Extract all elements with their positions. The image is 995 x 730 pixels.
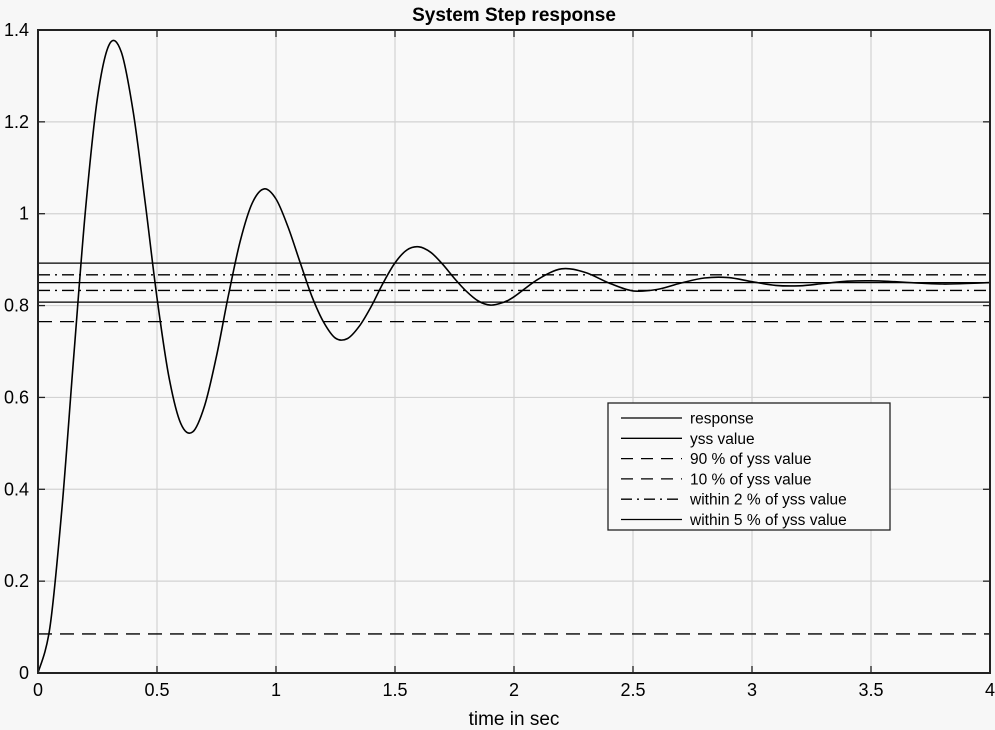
x-tick-label: 3.5 xyxy=(858,680,883,700)
x-axis-label: time in sec xyxy=(469,709,560,730)
legend-label: within 2 % of yss value xyxy=(689,492,847,509)
legend-label: within 5 % of yss value xyxy=(689,512,847,529)
legend: response yss value 90 % of yss value 10 % o… xyxy=(607,402,891,531)
x-tick-label: 4 xyxy=(985,680,995,700)
grid-lines xyxy=(38,30,990,673)
x-tick-label: 2 xyxy=(509,680,519,700)
y-tick-label: 0.6 xyxy=(4,387,29,407)
legend-box xyxy=(607,402,891,531)
x-tick-label: 2.5 xyxy=(620,680,645,700)
legend-item: yss value xyxy=(621,431,755,448)
y-tick-label: 1.4 xyxy=(4,20,29,40)
x-tick-label: 3 xyxy=(747,680,757,700)
response-curve xyxy=(37,39,991,674)
legend-label: yss value xyxy=(690,431,755,448)
legend-item: 10 % of yss value xyxy=(621,471,811,488)
x-tick-label: 0.5 xyxy=(144,680,169,700)
legend-label: response xyxy=(690,411,754,428)
y-tick-label: 0 xyxy=(19,663,29,683)
reference-lines xyxy=(38,262,990,635)
y-tick-label: 1.2 xyxy=(4,112,29,132)
legend-label: 90 % of yss value xyxy=(690,451,811,468)
x-tick-label: 1 xyxy=(271,680,281,700)
chart-title: System Step response xyxy=(412,5,616,26)
axis-ticks xyxy=(37,29,991,674)
legend-item: 90 % of yss value xyxy=(621,451,811,468)
y-tick-label: 1 xyxy=(19,204,29,224)
legend-item: response xyxy=(621,411,754,428)
legend-item: within 5 % of yss value xyxy=(621,512,847,529)
x-tick-label: 1.5 xyxy=(382,680,407,700)
legend-label: 10 % of yss value xyxy=(690,471,811,488)
y-tick-label: 0.2 xyxy=(4,571,29,591)
x-tick-label: 0 xyxy=(33,680,43,700)
y-tick-label: 0.8 xyxy=(4,296,29,316)
tick-labels: 0 0.5 1 1.5 2 2.5 3 3.5 4 0 0.2 0.4 0.6 0.8 1 1.2 1.4 xyxy=(4,20,995,700)
y-tick-label: 0.4 xyxy=(4,479,29,499)
legend-item: within 2 % of yss value xyxy=(621,492,847,509)
